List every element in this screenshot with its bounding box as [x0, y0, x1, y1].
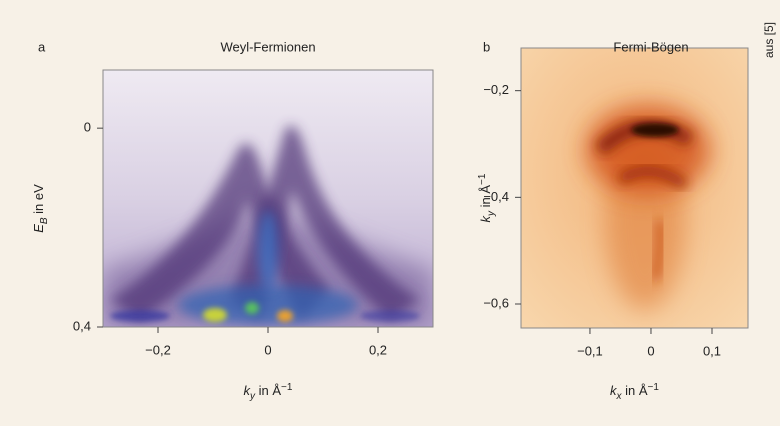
- axis-symbol: k: [478, 214, 493, 222]
- plot-frame: [520, 47, 749, 329]
- axis-label: ky in Å−1: [477, 173, 497, 222]
- axis-superscript: −1: [477, 173, 488, 185]
- axis-unit: in Å: [622, 383, 648, 398]
- y-tick-label: 0: [84, 120, 91, 135]
- source-note: aus [5]: [762, 22, 776, 58]
- axis-unit: in Å: [255, 383, 281, 398]
- x-tick-label: 0: [647, 343, 654, 358]
- fermi-arc-image: [521, 48, 748, 328]
- axis-symbol: E: [31, 224, 46, 233]
- x-tick-label: −0,2: [145, 342, 171, 357]
- axis-superscript: −1: [648, 382, 660, 393]
- chart-title: Weyl-Fermionen: [220, 39, 315, 54]
- arpes-image: [103, 70, 433, 327]
- axis-symbol: k: [610, 383, 618, 398]
- axis-subscript: B: [39, 217, 50, 224]
- axis-unit: in eV: [31, 184, 46, 218]
- axis-symbol: k: [244, 383, 252, 398]
- axis-label: ky in Å−1: [244, 382, 293, 402]
- axis-subscript: x: [616, 391, 623, 402]
- panel-label: b: [483, 39, 490, 54]
- y-tick-label: −0,4: [483, 189, 509, 204]
- axis-label: EB in eV: [31, 184, 49, 233]
- axis-label: kx in Å−1: [610, 382, 659, 402]
- x-tick-label: −0,1: [577, 343, 603, 358]
- axis-superscript: −1: [281, 382, 293, 393]
- axis-subscript: y: [486, 210, 497, 217]
- axis-unit: in Å: [478, 185, 493, 211]
- chart-title: Fermi-Bögen: [613, 39, 688, 54]
- y-tick-label: −0,6: [483, 295, 509, 310]
- x-tick-label: 0,1: [703, 343, 721, 358]
- panel-label: a: [38, 39, 46, 54]
- axis-subscript: y: [249, 391, 256, 402]
- y-tick-label: 0,4: [73, 318, 91, 333]
- x-tick-label: 0,2: [369, 342, 387, 357]
- y-tick-label: −0,2: [483, 82, 509, 97]
- x-tick-label: 0: [264, 342, 271, 357]
